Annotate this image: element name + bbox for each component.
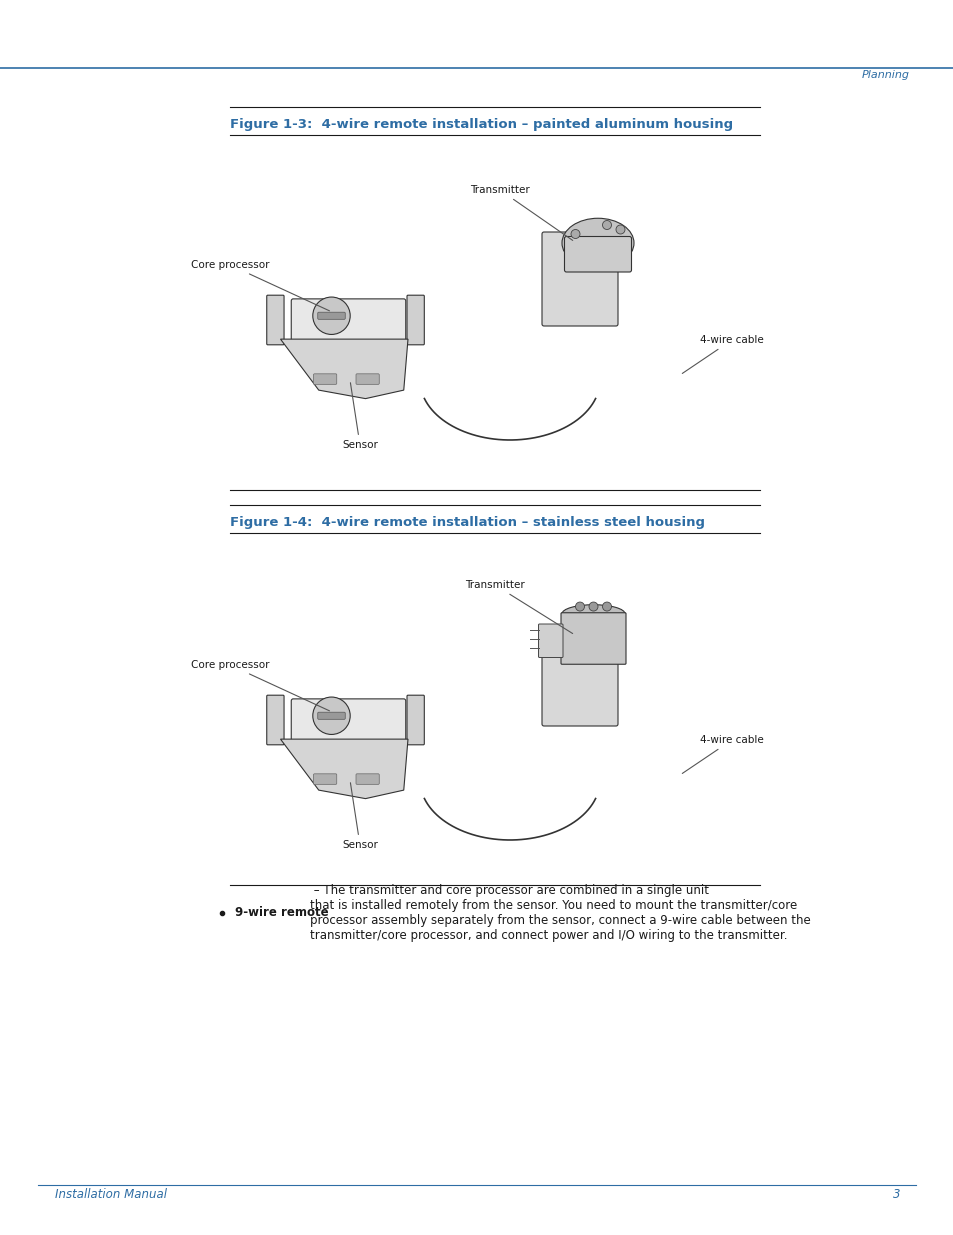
FancyBboxPatch shape bbox=[541, 632, 618, 726]
FancyBboxPatch shape bbox=[291, 299, 405, 341]
FancyBboxPatch shape bbox=[407, 695, 424, 745]
Ellipse shape bbox=[561, 605, 624, 622]
FancyBboxPatch shape bbox=[317, 713, 345, 719]
FancyBboxPatch shape bbox=[314, 374, 336, 384]
Text: Installation Manual: Installation Manual bbox=[55, 1188, 167, 1202]
FancyBboxPatch shape bbox=[267, 295, 284, 345]
Circle shape bbox=[313, 298, 350, 335]
Text: 3: 3 bbox=[892, 1188, 899, 1202]
Ellipse shape bbox=[561, 219, 634, 268]
FancyBboxPatch shape bbox=[355, 374, 379, 384]
FancyBboxPatch shape bbox=[291, 699, 405, 741]
Text: Core processor: Core processor bbox=[191, 659, 329, 711]
FancyBboxPatch shape bbox=[564, 236, 631, 272]
Polygon shape bbox=[280, 340, 408, 399]
Text: Transmitter: Transmitter bbox=[470, 185, 572, 241]
Polygon shape bbox=[280, 739, 408, 799]
Text: 4-wire cable: 4-wire cable bbox=[681, 735, 763, 773]
Circle shape bbox=[602, 221, 611, 230]
Text: Sensor: Sensor bbox=[342, 783, 377, 850]
FancyBboxPatch shape bbox=[407, 295, 424, 345]
Circle shape bbox=[616, 225, 624, 233]
FancyBboxPatch shape bbox=[537, 624, 562, 657]
FancyBboxPatch shape bbox=[541, 232, 618, 326]
Text: Sensor: Sensor bbox=[342, 383, 377, 450]
Text: 9-wire remote: 9-wire remote bbox=[234, 906, 328, 920]
Circle shape bbox=[313, 697, 350, 735]
Text: Figure 1-4:  4-wire remote installation – stainless steel housing: Figure 1-4: 4-wire remote installation –… bbox=[230, 516, 704, 529]
Circle shape bbox=[575, 601, 584, 611]
Text: Figure 1-3:  4-wire remote installation – painted aluminum housing: Figure 1-3: 4-wire remote installation –… bbox=[230, 119, 732, 131]
Text: Core processor: Core processor bbox=[191, 261, 329, 311]
FancyBboxPatch shape bbox=[317, 312, 345, 320]
Text: Planning: Planning bbox=[862, 70, 909, 80]
Text: – The transmitter and core processor are combined in a single unit
that is insta: – The transmitter and core processor are… bbox=[310, 884, 810, 942]
Text: Transmitter: Transmitter bbox=[465, 580, 572, 634]
FancyBboxPatch shape bbox=[560, 613, 625, 664]
Circle shape bbox=[571, 230, 579, 238]
FancyBboxPatch shape bbox=[314, 774, 336, 784]
FancyBboxPatch shape bbox=[267, 695, 284, 745]
Text: 4-wire cable: 4-wire cable bbox=[681, 335, 763, 373]
Circle shape bbox=[602, 601, 611, 611]
Circle shape bbox=[588, 601, 598, 611]
FancyBboxPatch shape bbox=[355, 774, 379, 784]
